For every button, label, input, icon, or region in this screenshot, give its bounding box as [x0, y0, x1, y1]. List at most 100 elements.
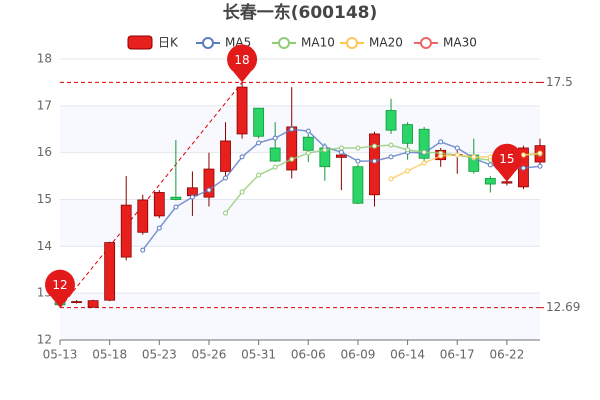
ma-point	[438, 139, 444, 145]
ma-point	[421, 160, 427, 166]
x-tick-label: 05-18	[92, 348, 127, 362]
candle-body	[137, 199, 149, 233]
legend-label: MA10	[301, 36, 335, 50]
ma-point	[487, 154, 493, 160]
candle-body	[203, 168, 215, 198]
ma-point	[537, 163, 543, 169]
annotation-pin	[45, 269, 75, 308]
candle-body	[335, 154, 347, 158]
plot-band	[60, 105, 540, 153]
ma-point	[206, 187, 212, 193]
annotation-label: 15	[499, 152, 514, 166]
x-tick-label: 06-06	[291, 348, 326, 362]
candle-body	[253, 107, 265, 137]
ma-point	[388, 154, 394, 160]
ma-point	[454, 145, 460, 151]
candle-body	[220, 140, 231, 172]
legend-swatch	[420, 37, 432, 49]
ma-point	[173, 204, 179, 210]
ma-point	[223, 210, 229, 216]
ma-point	[537, 150, 543, 156]
candle-body	[385, 110, 397, 131]
candle-body	[501, 181, 513, 184]
legend-swatch	[202, 37, 214, 49]
candle-body	[236, 86, 248, 135]
ma-point	[355, 145, 361, 151]
ma-point	[256, 172, 262, 178]
candle-body	[104, 242, 116, 301]
candle-body	[286, 126, 298, 171]
annotation-label: 12	[52, 278, 67, 292]
ma-point	[305, 128, 311, 134]
x-tick-label: 06-09	[340, 348, 375, 362]
candle-body	[170, 196, 182, 200]
legend: 日K MA5 MA10 MA20 MA30	[127, 35, 477, 50]
annotation-label: 18	[234, 53, 249, 67]
annotation-pin	[491, 143, 522, 182]
x-tick-label: 05-13	[43, 348, 78, 362]
candle-body	[484, 178, 496, 185]
legend-label: 日K	[158, 36, 179, 50]
candle-body	[187, 187, 198, 197]
legend-swatch	[346, 37, 358, 49]
legend-swatch	[127, 35, 153, 50]
legend-swatch	[278, 37, 290, 49]
chart-title: 长春一东(600148)	[223, 2, 378, 23]
ma-point	[239, 189, 245, 195]
candle-body	[71, 301, 82, 303]
ma-point	[421, 149, 427, 155]
ma-point	[487, 162, 493, 168]
candle-body	[302, 136, 314, 151]
plot-band	[60, 293, 540, 340]
ma-point	[454, 152, 460, 158]
ma-point	[156, 225, 162, 231]
x-tick-label: 06-22	[489, 348, 524, 362]
x-tick-label: 06-17	[440, 348, 475, 362]
ma-point	[405, 168, 411, 174]
ma-point	[471, 154, 477, 160]
candle-body	[120, 204, 132, 258]
ma-point	[305, 150, 311, 156]
legend-label: MA30	[443, 36, 477, 50]
ma-point	[289, 126, 295, 132]
ma-point	[388, 142, 394, 148]
ma-point	[438, 153, 444, 159]
plot-band	[60, 199, 540, 247]
x-tick-label: 05-26	[192, 348, 227, 362]
y-tick-label: 14	[37, 239, 52, 253]
y-tick-label: 18	[37, 52, 52, 66]
trend-line	[59, 82, 243, 308]
ma-point	[338, 145, 344, 151]
ma-point	[223, 175, 229, 181]
ma-point	[388, 176, 394, 182]
y-tick-label: 15	[37, 192, 52, 206]
ma-point	[371, 143, 377, 149]
y-tick-label: 17	[37, 98, 52, 112]
ma-point	[289, 156, 295, 162]
ma-point	[322, 147, 328, 153]
ma-point	[355, 158, 361, 164]
candle-body	[352, 166, 364, 204]
ma-point	[140, 247, 146, 253]
ma-point	[189, 194, 195, 200]
candle-body	[418, 128, 430, 159]
x-tick-label: 05-23	[142, 348, 177, 362]
ma-point	[272, 164, 278, 170]
ma-point	[371, 158, 377, 164]
ma-point	[272, 135, 278, 141]
ma-point	[520, 165, 526, 171]
ma-point	[520, 152, 526, 158]
annotation-pin	[227, 44, 258, 83]
candle-body	[402, 124, 413, 144]
ma-point	[338, 149, 344, 155]
candle-body	[369, 133, 380, 196]
ma-point	[239, 154, 245, 160]
candle-body	[269, 147, 281, 162]
candle-body	[87, 300, 99, 308]
x-tick-label: 06-14	[390, 348, 425, 362]
y-tick-label: 12	[37, 333, 52, 347]
y-tick-label: 16	[37, 145, 52, 159]
ma-point	[256, 140, 262, 146]
legend-label: MA20	[369, 36, 403, 50]
x-tick-label: 05-31	[241, 348, 276, 362]
